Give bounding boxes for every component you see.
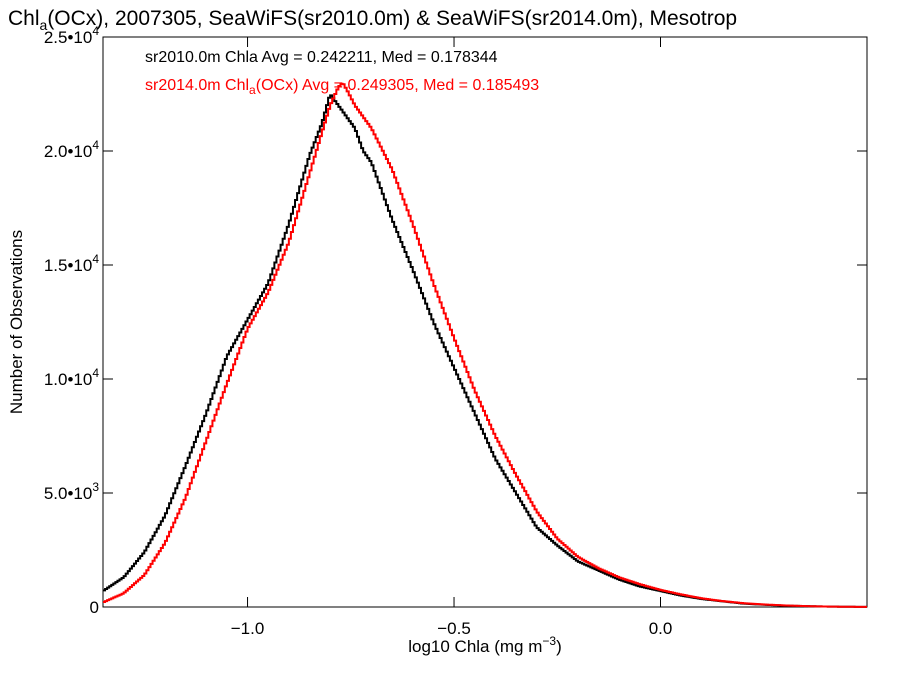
y-tick-exponent: 4 (92, 24, 99, 38)
y-tick-mantissa: 1.5•10 (44, 256, 93, 275)
title-part-1: Chl (8, 7, 40, 30)
x-axis-ticks: −1.0 −0.5 0.0 (231, 37, 673, 638)
legend-red-part-2: (OCx) Avg = 0.249305, Med = 0.185493 (256, 77, 540, 94)
legend-red-part-1: sr2014.0m Chl (145, 77, 249, 94)
legend-black-text: sr2010.0m Chla Avg = 0.242211, Med = 0.1… (145, 49, 498, 66)
y-tick-mantissa: 2.0•10 (44, 142, 93, 161)
y-tick-exponent: 4 (92, 366, 99, 380)
x-axis-label-end: ) (556, 637, 562, 656)
series-layer (103, 82, 867, 608)
series-line-black (103, 94, 867, 608)
y-tick-mantissa: 0 (90, 598, 99, 617)
y-tick-label: 2.5•104 (44, 24, 100, 47)
series-line-red (103, 82, 867, 608)
x-tick-label: 0.0 (649, 619, 673, 638)
chart-title: Chla(OCx), 2007305, SeaWiFS(sr2010.0m) &… (8, 7, 737, 33)
y-tick-exponent: 4 (92, 252, 99, 266)
title-subscript: a (40, 17, 48, 33)
x-tick-label: −1.0 (231, 619, 265, 638)
y-tick-label: 1.0•104 (44, 366, 100, 389)
x-tick-label: −0.5 (437, 619, 471, 638)
legend-entry-red: sr2014.0m Chla(OCx) Avg = 0.249305, Med … (145, 77, 539, 97)
title-part-2: (OCx), 2007305, SeaWiFS(sr2010.0m) & Sea… (47, 7, 737, 30)
y-tick-exponent: 3 (92, 480, 99, 494)
x-axis-label-sup: −3 (542, 634, 556, 648)
plot-area-frame (102, 36, 868, 608)
y-tick-label: 1.5•104 (44, 252, 100, 275)
y-tick-label: 0 (90, 598, 99, 617)
y-tick-mantissa: 5.0•10 (44, 484, 93, 503)
x-axis-label: log10 Chla (mg m−3) (408, 634, 562, 656)
y-axis-label: Number of Observations (7, 230, 26, 414)
y-tick-mantissa: 2.5•10 (44, 28, 93, 47)
y-tick-exponent: 4 (92, 138, 99, 152)
x-axis-label-main: log10 Chla (mg m (408, 637, 542, 656)
y-tick-mantissa: 1.0•10 (44, 370, 93, 389)
legend-entry-black: sr2010.0m Chla Avg = 0.242211, Med = 0.1… (145, 49, 498, 66)
legend-red-subscript: a (249, 83, 256, 97)
y-tick-label: 2.0•104 (44, 138, 100, 161)
y-tick-label: 5.0•103 (44, 480, 100, 503)
